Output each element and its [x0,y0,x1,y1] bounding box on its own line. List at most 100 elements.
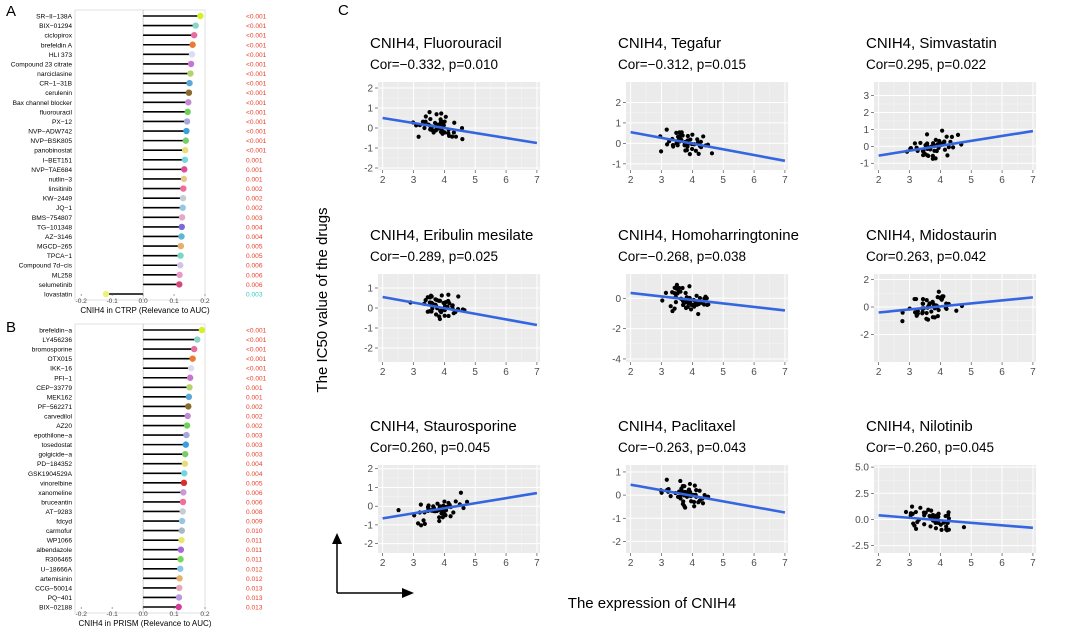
data-point [913,526,919,531]
regression-line [630,291,786,312]
x-tick-label: 2 [380,175,386,186]
y-tick-label: 0 [367,502,373,513]
data-point [688,307,694,312]
x-tick-label: 7 [782,175,788,186]
drug-label: R306465 [45,557,72,564]
data-point [674,141,679,146]
x-tick-label: 2 [628,367,634,378]
drug-label: PFI−1 [54,375,72,382]
p-value-label: <0.001 [246,148,267,155]
panel-label: B [6,319,16,336]
data-point [695,302,700,307]
y-tick-label: -2 [364,539,373,550]
regression-line [630,483,786,514]
y-tick-label: 2 [863,275,869,286]
lollipop-dot [194,336,201,343]
subplot-stat: Cor=0.263, p=0.042 [866,249,986,264]
x-tick-label: 5 [720,175,726,186]
lollipop-dot [184,108,191,116]
data-point [692,504,697,509]
data-point [679,130,684,135]
x-tick-label: 5 [968,558,974,569]
data-point [677,285,682,291]
lollipop-dot [180,489,187,496]
drug-label: TG−101348 [37,224,72,231]
p-value-label: <0.001 [246,138,267,145]
lollipop-dot [178,214,186,221]
data-point [942,147,948,152]
drug-label: epothilone−a [34,433,72,440]
data-point [660,298,665,303]
subplot-stat: Cor=−0.268, p=0.038 [618,249,746,264]
data-point [396,508,401,513]
lollipop-dot [176,575,183,582]
data-point [451,130,456,135]
subplot-title: CNIH4, Tegafur [618,35,721,52]
data-point [920,297,926,302]
data-point [935,313,940,319]
lollipop-dot [185,99,192,106]
y-tick-label: 0 [367,304,373,315]
data-point [442,499,447,504]
x-tick-label: 3 [659,367,665,378]
y-tick-label: -1 [612,514,621,525]
p-value-label: <0.001 [246,42,267,49]
lollipop-dot [178,223,185,231]
x-tick-label: 6 [751,367,757,378]
drug-label: LY456236 [42,337,72,344]
x-tick-label: 6 [751,175,757,186]
scatter-subplot: CNIH4, Nilotinib Cor=−0.260, p=0.045 2 3 4 5 6… [852,418,1036,569]
lollipop-dot [183,422,191,429]
subplot-stat: Cor=0.295, p=0.022 [866,57,986,72]
lollipop-dot [179,204,186,211]
data-point [433,312,439,317]
data-point [946,516,952,521]
data-point [682,484,687,489]
p-value-label: <0.001 [246,61,267,68]
x-tick-label: 0.2 [200,298,209,305]
data-point [683,505,688,510]
data-point [926,153,931,159]
x-tick-label: 2 [876,558,882,569]
x-tick-label: 6 [751,558,757,569]
lollipop-dot [178,233,185,240]
y-tick-label: 2 [367,464,373,475]
x-tick-label: 6 [503,175,509,186]
drug-label: PQ−401 [48,595,73,602]
data-point [672,291,677,296]
data-point [705,302,710,308]
data-point [450,134,455,139]
scatter-subplot: CNIH4, Staurosporine Cor=0.260, p=0.045 2 3… [364,418,540,569]
data-point [437,314,442,319]
p-value-label: 0.003 [246,442,263,449]
data-point [685,133,690,139]
data-point [422,521,427,526]
y-tick-label: -2 [860,330,869,341]
x-tick-label: 4 [938,558,944,569]
x-tick-label: 0.1 [169,298,178,305]
data-point [940,128,945,133]
x-tick-label: 7 [534,367,540,378]
p-value-label: <0.001 [246,100,267,107]
drug-label: artemisinin [40,576,72,583]
data-point [688,137,693,142]
p-value-label: 0.012 [246,566,263,573]
scatter-panel-C: C The IC50 value of the drugs The expressi… [314,2,736,612]
p-value-label: <0.001 [246,347,267,354]
data-point [936,520,941,526]
x-tick-label: 4 [442,367,448,378]
lollipop-dot [186,79,193,87]
data-point [954,308,959,313]
data-point [912,296,917,302]
data-point [936,307,941,313]
data-point [431,130,436,135]
x-axis-label: CNIH4 in PRISM (Relevance to AUC) [79,619,212,628]
drug-label: lovastatin [44,292,72,299]
x-tick-label: 7 [782,367,788,378]
p-value-label: 0.010 [246,528,263,535]
drug-label: carmofur [46,528,73,535]
drug-label: AT−9283 [46,509,73,516]
data-point [415,521,421,526]
data-point [934,148,939,154]
x-axis-label: CNIH4 in CTRP (Relevance to AUC) [80,306,210,315]
